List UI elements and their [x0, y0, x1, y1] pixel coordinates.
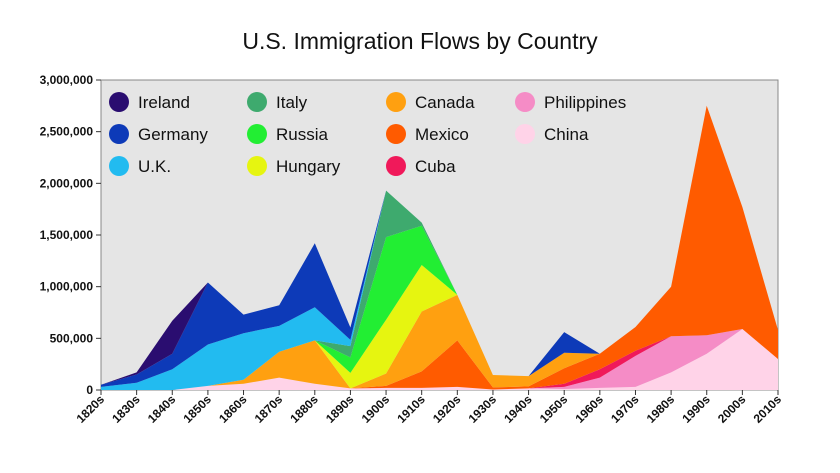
legend-label-italy: Italy [276, 93, 308, 112]
area-mexico [101, 105, 778, 391]
legend-label-canada: Canada [415, 93, 475, 112]
x-axis: 1820s 1830s 1840s 1850s 1860s 1870s 1880s 1890s… [74, 390, 785, 426]
legend-swatch-germany [109, 124, 129, 144]
legend-label-cuba: Cuba [415, 157, 456, 176]
y-tick-label: 3,000,000 [40, 73, 94, 87]
area-philippines [101, 329, 778, 390]
x-tick-label: 1980s [644, 392, 678, 426]
legend-label-russia: Russia [276, 125, 329, 144]
legend-swatch-ireland [109, 92, 129, 112]
legend-label-mexico: Mexico [415, 125, 469, 144]
x-tick-label: 1900s [359, 392, 393, 426]
legend-label-china: China [544, 125, 589, 144]
x-tick-label: 1930s [466, 392, 500, 426]
y-tick-label: 500,000 [50, 331, 94, 345]
legend-label-hungary: Hungary [276, 157, 341, 176]
legend-swatch-mexico [386, 124, 406, 144]
area-germany [101, 105, 778, 387]
legend-swatch-russia [247, 124, 267, 144]
y-axis: 0 500,000 1,000,000 1,500,000 2,000,000 2,500… [40, 73, 101, 397]
x-tick-label: 1870s [252, 392, 286, 426]
y-tick-label: 0 [86, 383, 93, 397]
legend-swatch-hungary [247, 156, 267, 176]
legend-swatch-u-k [109, 156, 129, 176]
area-china [101, 329, 778, 390]
y-tick-label: 2,000,000 [40, 176, 94, 190]
y-tick-label: 1,000,000 [40, 280, 94, 294]
x-tick-label: 1890s [323, 392, 357, 426]
x-tick-label: 1850s [181, 392, 215, 426]
x-tick-label: 1880s [287, 392, 321, 426]
area-series-group [101, 105, 778, 391]
x-tick-label: 1860s [216, 392, 250, 426]
x-tick-label: 1910s [394, 392, 428, 426]
legend-swatch-china [515, 124, 535, 144]
x-tick-label: 1920s [430, 392, 464, 426]
legend-label-u-k: U.K. [138, 157, 171, 176]
legend-label-philippines: Philippines [544, 93, 626, 112]
x-tick-label: 1820s [74, 392, 108, 426]
y-tick-label: 2,500,000 [40, 125, 94, 139]
legend-swatch-canada [386, 92, 406, 112]
legend: Ireland Germany U.K. Italy Russia Hungary Cana… [109, 92, 626, 176]
legend-label-ireland: Ireland [138, 93, 190, 112]
legend-swatch-italy [247, 92, 267, 112]
legend-label-germany: Germany [138, 125, 208, 144]
y-tick-label: 1,500,000 [40, 228, 94, 242]
x-tick-label: 1960s [572, 392, 606, 426]
x-tick-label: 1990s [679, 392, 713, 426]
x-tick-label: 2010s [751, 392, 785, 426]
chart-title: U.S. Immigration Flows by Country [242, 28, 598, 54]
x-tick-label: 1840s [145, 392, 179, 426]
x-tick-label: 1830s [109, 392, 143, 426]
legend-swatch-cuba [386, 156, 406, 176]
area-canada [101, 105, 778, 391]
x-tick-label: 2000s [715, 392, 749, 426]
x-tick-label: 1940s [501, 392, 535, 426]
x-tick-label: 1970s [608, 392, 642, 426]
x-tick-label: 1950s [537, 392, 571, 426]
legend-swatch-philippines [515, 92, 535, 112]
